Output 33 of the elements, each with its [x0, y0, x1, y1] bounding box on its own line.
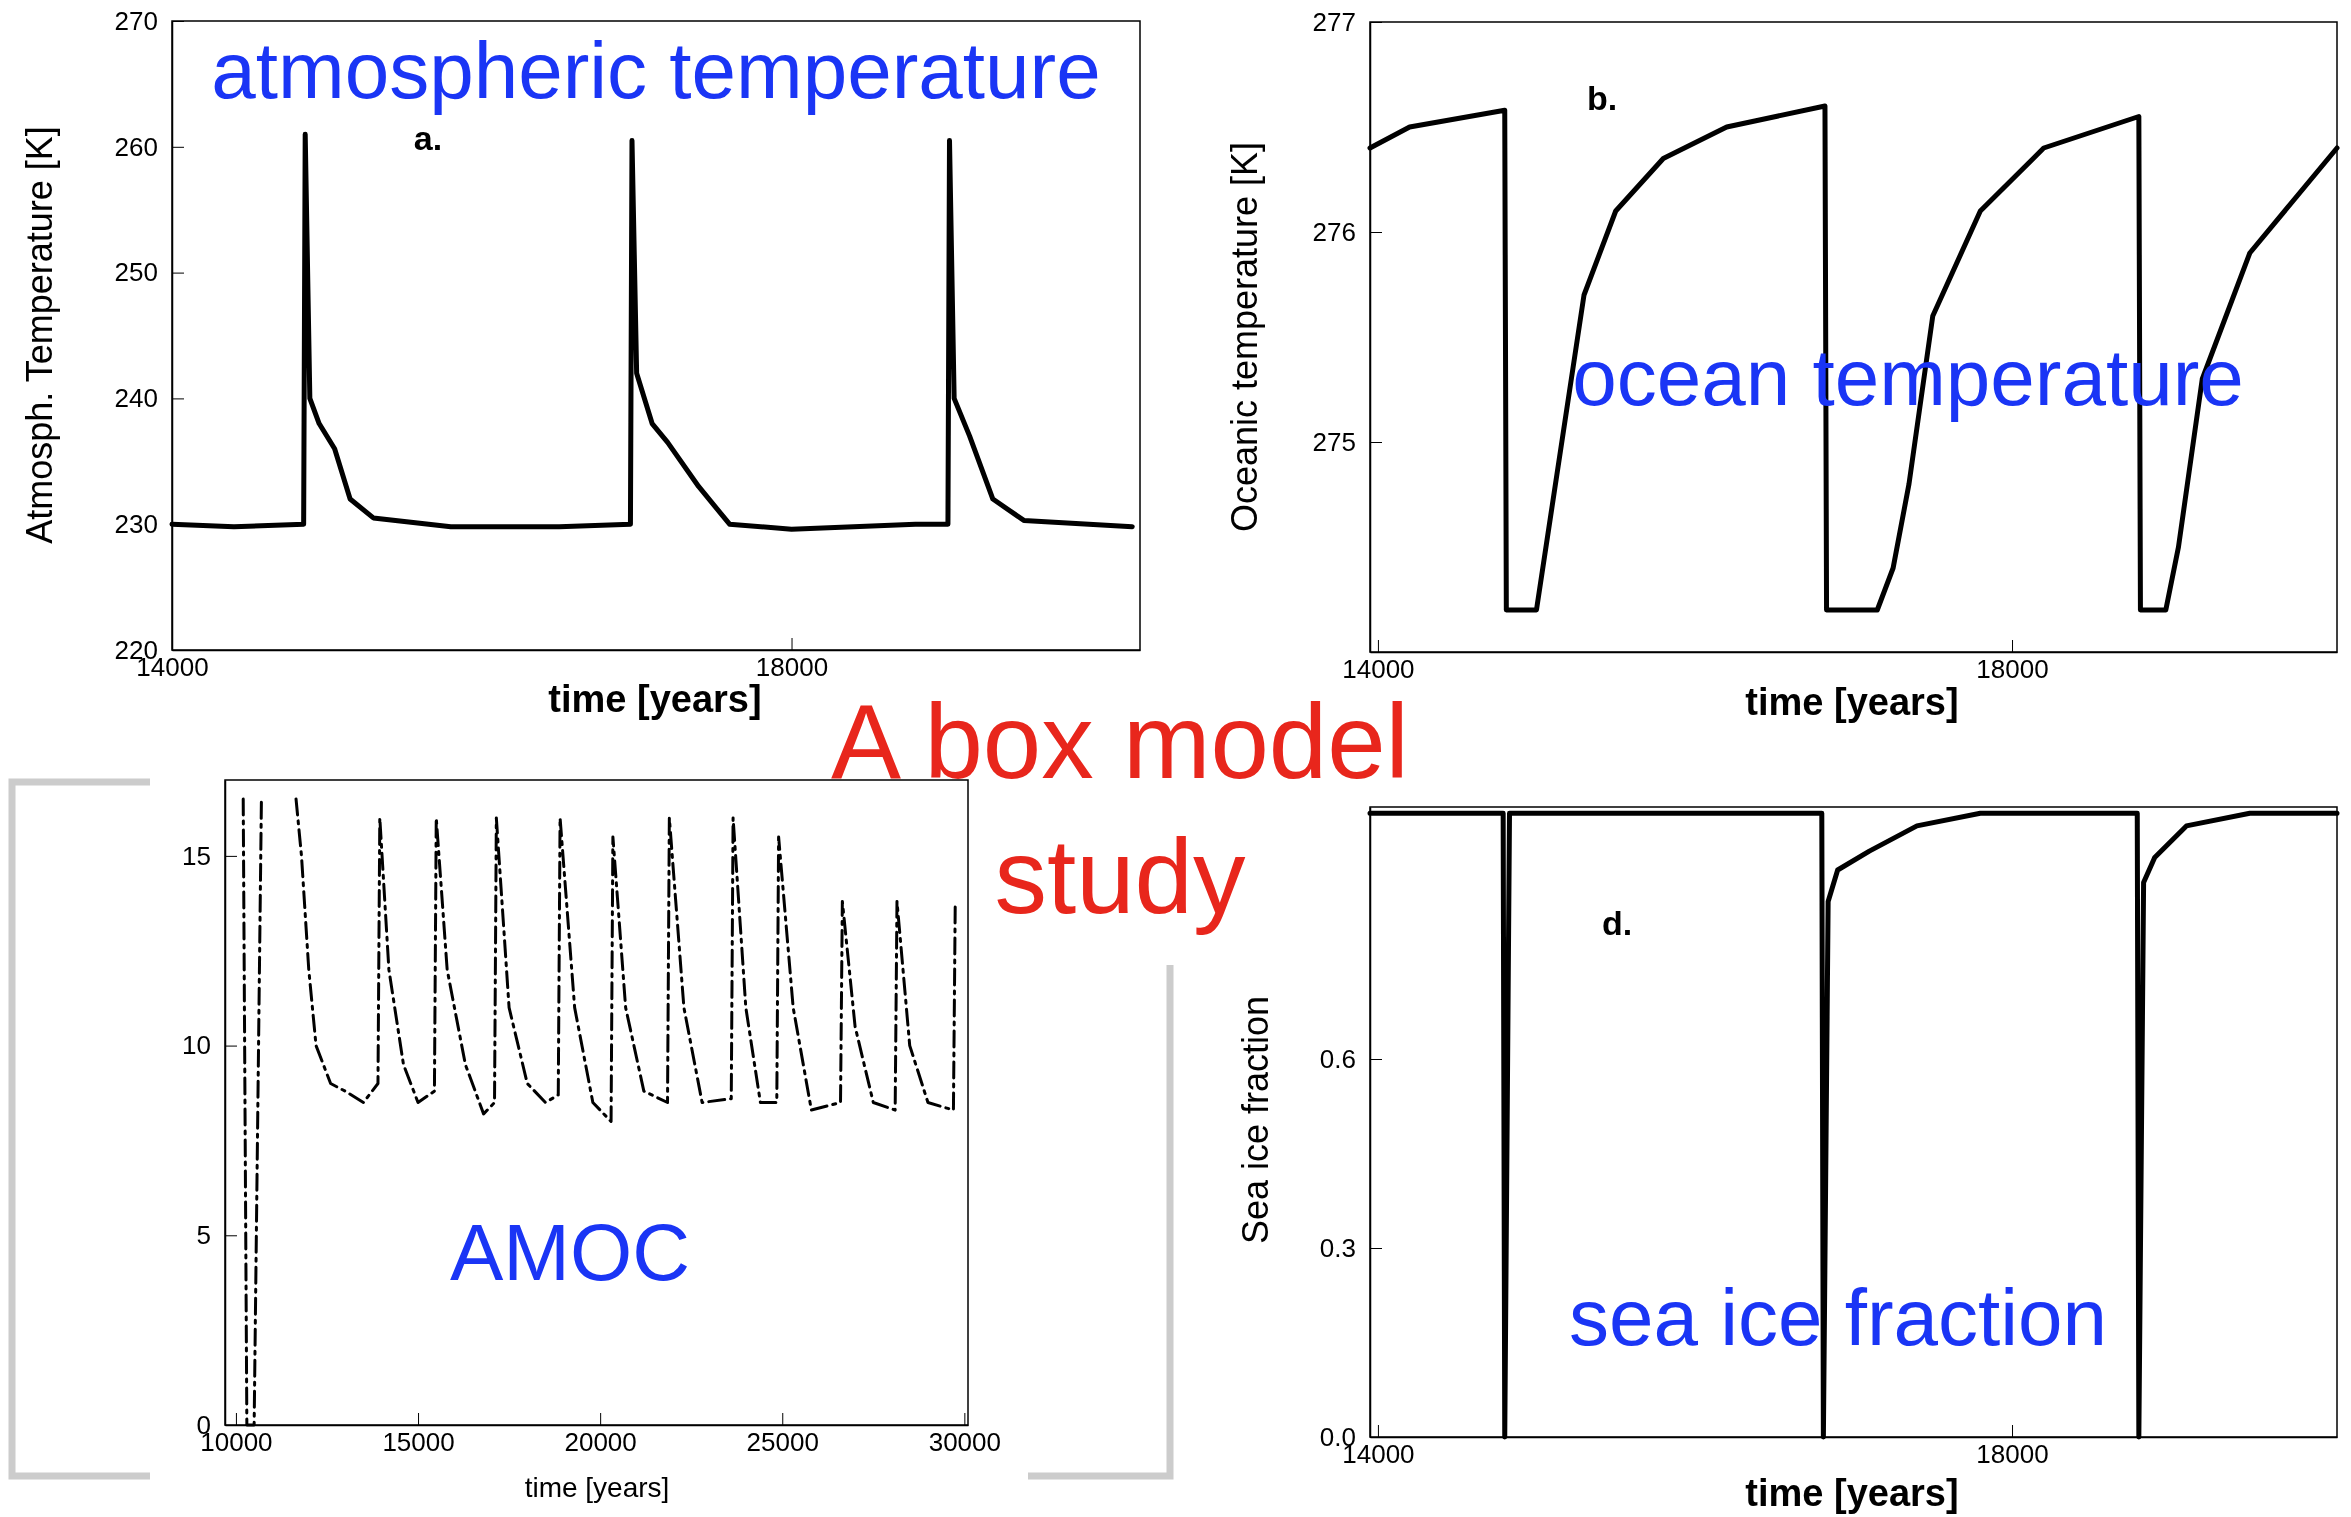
y-tick-label: 15 — [182, 840, 211, 871]
y-axis-title: Sea ice fraction — [1235, 995, 1276, 1245]
x-axis-title: time [years] — [1745, 681, 1959, 723]
annotation: b. — [1586, 79, 1618, 117]
y-tick-label: 10 — [182, 1030, 211, 1061]
x-axis-title: time [years] — [1745, 1472, 1959, 1514]
y-tick-label: 0.3 — [1319, 1232, 1356, 1263]
annotation: AMOC — [450, 1208, 690, 1297]
x-tick-label: 20000 — [564, 1427, 637, 1458]
x-axis-title: time [years] — [524, 1472, 670, 1503]
y-tick-label: 0.6 — [1319, 1043, 1356, 1074]
y-tick-label: 240 — [114, 383, 158, 414]
annotation: d. — [1601, 904, 1633, 942]
y-tick-label: 275 — [1312, 426, 1356, 457]
x-tick-label: 18000 — [1976, 654, 2049, 685]
x-tick-label: 18000 — [1976, 1439, 2049, 1470]
annotation: a. — [413, 119, 443, 157]
annotation: atmospheric temperature — [211, 26, 1101, 115]
y-tick-label: 260 — [114, 131, 158, 162]
annotation: sea ice fraction — [1568, 1273, 2108, 1362]
x-tick-label: 15000 — [382, 1427, 455, 1458]
text: A box model study — [831, 683, 1409, 935]
y-tick-label: 230 — [114, 509, 158, 540]
y-tick-label: 276 — [1312, 216, 1356, 247]
y-axis-title: Atmosph. Temperature [K] — [19, 126, 60, 544]
y-tick-label: 270 — [114, 5, 158, 36]
y-tick-label: 277 — [1312, 6, 1356, 37]
y-tick-label: 5 — [196, 1220, 211, 1251]
y-tick-label: 250 — [114, 257, 158, 288]
y-axis-title: Oceanic temperature [K] — [1224, 141, 1265, 533]
x-tick-label: 30000 — [928, 1427, 1002, 1458]
x-tick-label: 25000 — [746, 1427, 819, 1458]
x-tick-label: 14000 — [1342, 654, 1415, 685]
